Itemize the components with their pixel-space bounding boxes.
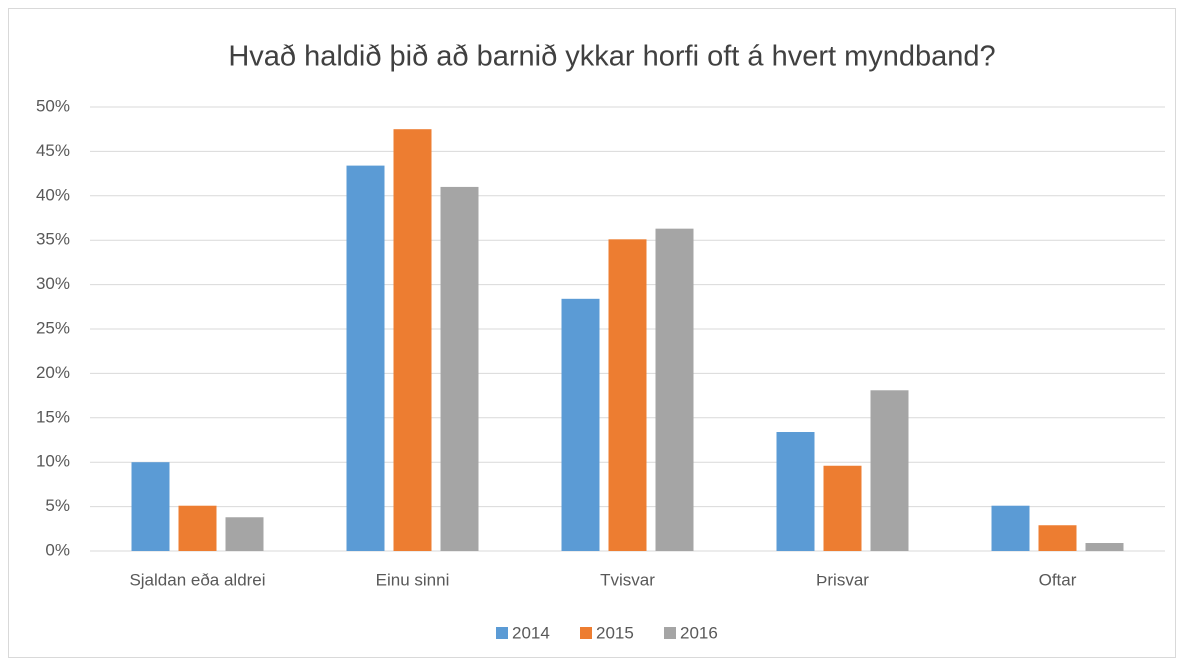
- x-tick-label: Sjaldan eða aldrei: [129, 570, 265, 589]
- bar: [440, 186, 479, 552]
- legend-label: 2014: [512, 623, 550, 642]
- y-tick-label: 45%: [36, 141, 70, 160]
- y-tick-label: 35%: [36, 230, 70, 249]
- bar: [776, 432, 815, 551]
- bar: [655, 228, 694, 551]
- legend-swatch: [664, 627, 676, 639]
- bar: [178, 505, 217, 551]
- bar: [870, 390, 909, 551]
- chart-title: Hvað haldið þið að barnið ykkar horfi of…: [228, 41, 995, 73]
- y-tick-label: 40%: [36, 185, 70, 204]
- x-tick-label: Tvisvar: [600, 570, 655, 589]
- bar: [608, 239, 647, 551]
- bar: [1085, 543, 1124, 551]
- legend-swatch: [496, 627, 508, 639]
- x-tick-label: Oftar: [1039, 570, 1077, 589]
- y-tick-label: 30%: [36, 274, 70, 293]
- bar: [346, 165, 385, 551]
- y-tick-label: 50%: [36, 96, 70, 115]
- x-tick-label: Þrisvar: [816, 570, 869, 589]
- y-tick-label: 20%: [36, 363, 70, 382]
- bar: [823, 465, 862, 551]
- legend-swatch: [580, 627, 592, 639]
- y-tick-label: 0%: [45, 540, 70, 559]
- y-tick-label: 5%: [45, 496, 70, 515]
- bar: [393, 129, 432, 551]
- legend-label: 2015: [596, 623, 634, 642]
- legend-label: 2016: [680, 623, 718, 642]
- y-tick-label: 25%: [36, 318, 70, 337]
- bar: [561, 298, 600, 551]
- bar: [131, 462, 170, 551]
- y-tick-label: 15%: [36, 407, 70, 426]
- bar: [991, 505, 1030, 551]
- bar: [1038, 525, 1077, 551]
- y-tick-label: 10%: [36, 452, 70, 471]
- bar: [225, 517, 264, 551]
- x-tick-label: Einu sinni: [376, 570, 450, 589]
